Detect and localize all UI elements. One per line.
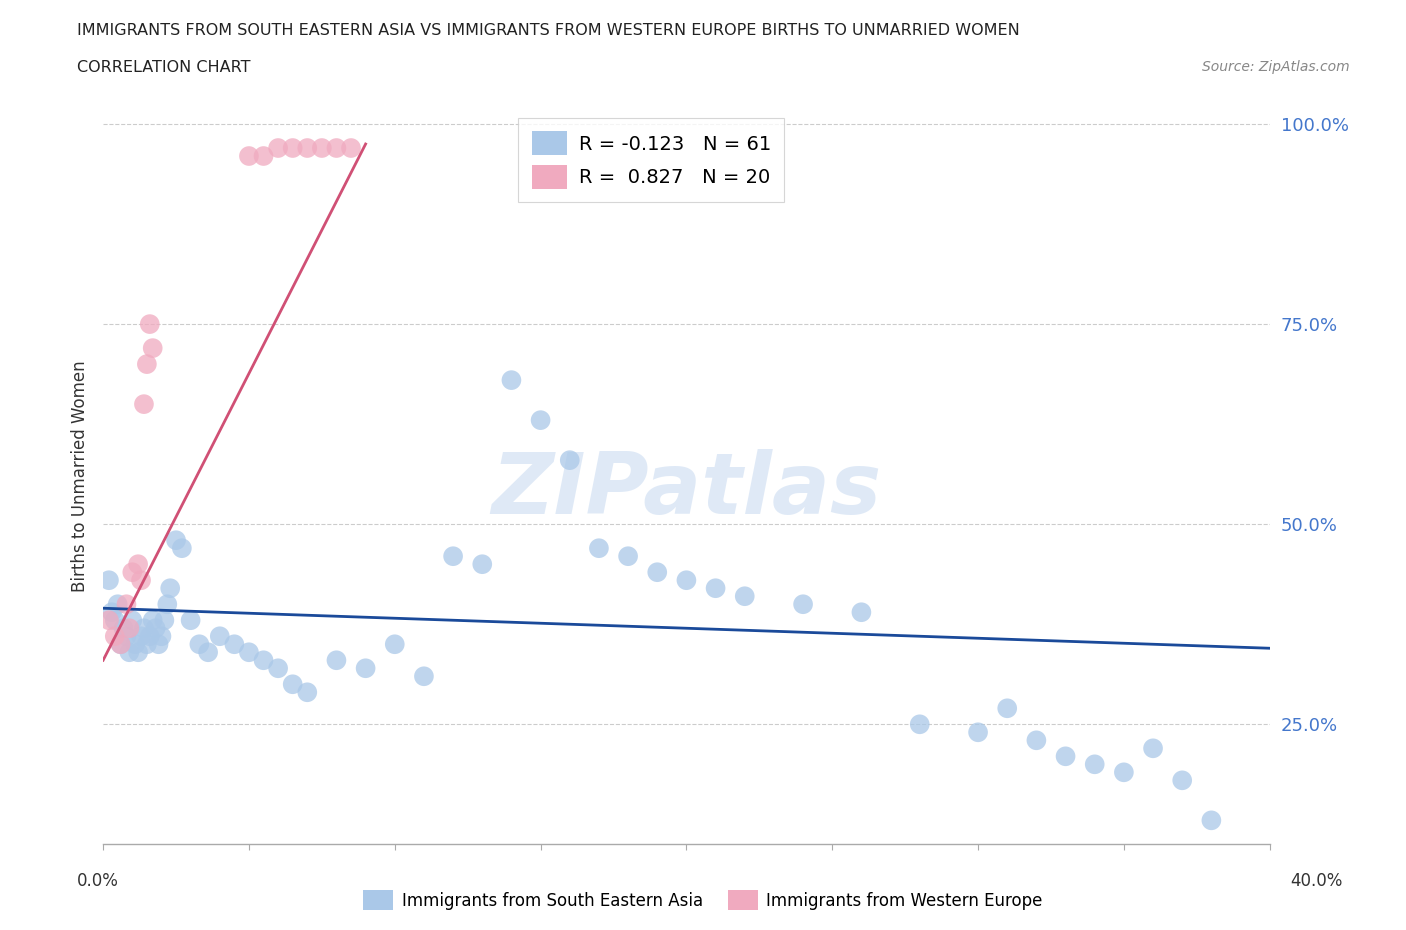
Point <box>115 629 138 644</box>
Legend: Immigrants from South Eastern Asia, Immigrants from Western Europe: Immigrants from South Eastern Asia, Immi… <box>357 884 1049 917</box>
Point <box>142 613 165 628</box>
Legend: R = -0.123   N = 61, R =  0.827   N = 20: R = -0.123 N = 61, R = 0.827 N = 20 <box>519 118 785 202</box>
Point <box>1084 757 1107 772</box>
Point <box>159 580 181 595</box>
Point <box>153 613 176 628</box>
Point <box>413 669 436 684</box>
Point <box>118 621 141 636</box>
Point <box>238 149 260 164</box>
Point <box>127 644 149 659</box>
Point <box>1112 764 1135 779</box>
Point <box>139 629 162 644</box>
Point <box>645 565 668 579</box>
Point <box>851 604 873 619</box>
Point <box>325 653 347 668</box>
Point <box>267 140 290 155</box>
Point <box>617 549 640 564</box>
Point <box>471 557 494 572</box>
Point <box>118 644 141 659</box>
Text: 40.0%: 40.0% <box>1291 872 1343 890</box>
Point <box>156 597 179 612</box>
Point <box>297 140 319 155</box>
Point <box>180 613 202 628</box>
Text: IMMIGRANTS FROM SOUTH EASTERN ASIA VS IMMIGRANTS FROM WESTERN EUROPE BIRTHS TO U: IMMIGRANTS FROM SOUTH EASTERN ASIA VS IM… <box>77 23 1021 38</box>
Point <box>129 573 152 588</box>
Text: 0.0%: 0.0% <box>77 872 120 890</box>
Y-axis label: Births to Unmarried Women: Births to Unmarried Women <box>72 360 89 592</box>
Point <box>170 540 193 555</box>
Point <box>1171 773 1194 788</box>
Point <box>132 397 155 412</box>
Point <box>908 717 931 732</box>
Point <box>135 637 157 652</box>
Point <box>441 549 464 564</box>
Point <box>967 724 990 739</box>
Point <box>529 413 551 428</box>
Point <box>188 637 211 652</box>
Point <box>354 661 377 676</box>
Point <box>148 637 170 652</box>
Point <box>238 644 260 659</box>
Point <box>145 621 167 636</box>
Point <box>384 637 406 652</box>
Point <box>121 613 143 628</box>
Point <box>101 604 124 619</box>
Point <box>252 653 274 668</box>
Point <box>97 573 120 588</box>
Point <box>121 565 143 579</box>
Point <box>139 316 162 331</box>
Point <box>165 533 187 548</box>
Point <box>127 557 149 572</box>
Point <box>281 677 304 692</box>
Point <box>995 701 1018 716</box>
Point <box>252 149 274 164</box>
Point <box>124 637 146 652</box>
Point <box>110 637 132 652</box>
Text: Source: ZipAtlas.com: Source: ZipAtlas.com <box>1202 60 1350 74</box>
Point <box>129 629 152 644</box>
Point <box>142 340 165 355</box>
Point <box>224 637 246 652</box>
Point <box>1201 813 1223 828</box>
Point <box>112 621 135 636</box>
Point <box>734 589 756 604</box>
Point <box>197 644 219 659</box>
Point <box>104 629 127 644</box>
Point <box>340 140 363 155</box>
Point <box>132 621 155 636</box>
Point <box>150 629 173 644</box>
Point <box>704 580 727 595</box>
Point <box>104 613 127 628</box>
Point <box>1054 749 1077 764</box>
Text: CORRELATION CHART: CORRELATION CHART <box>77 60 250 75</box>
Point <box>297 684 319 699</box>
Point <box>675 573 697 588</box>
Point <box>110 637 132 652</box>
Point <box>1142 741 1164 756</box>
Point <box>115 597 138 612</box>
Point <box>588 540 610 555</box>
Point <box>135 357 157 372</box>
Point <box>208 629 231 644</box>
Point <box>325 140 347 155</box>
Point <box>792 597 814 612</box>
Point <box>107 597 129 612</box>
Point <box>1025 733 1047 748</box>
Point <box>311 140 333 155</box>
Point <box>267 661 290 676</box>
Text: ZIPatlas: ZIPatlas <box>491 449 882 532</box>
Point <box>501 373 523 388</box>
Point <box>281 140 304 155</box>
Point <box>97 613 120 628</box>
Point <box>558 453 581 468</box>
